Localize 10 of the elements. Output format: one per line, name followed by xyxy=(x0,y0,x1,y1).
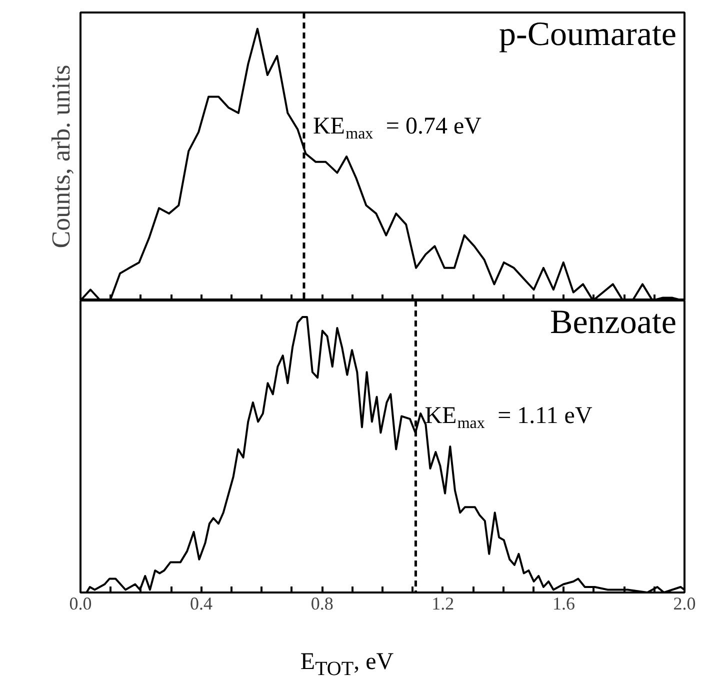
x-tick-label: 0.0 xyxy=(69,594,92,614)
annotation: Benzoate xyxy=(550,304,677,341)
x-axis-title: E$_{TOT}$, eV xyxy=(300,648,394,682)
annotation: p-Coumarate xyxy=(499,16,677,53)
x-tick-label: 0.4 xyxy=(190,594,213,614)
x-tick-label: 2.0 xyxy=(673,594,696,614)
x-tick-label: 1.6 xyxy=(552,594,575,614)
y-axis-title: Counts, arb. units xyxy=(46,64,76,248)
x-tick-label: 1.2 xyxy=(432,594,454,614)
x-tick-label: 0.8 xyxy=(310,594,334,614)
